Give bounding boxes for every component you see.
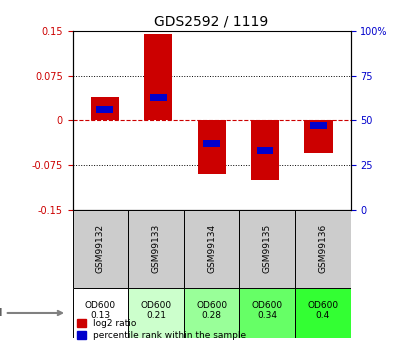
Text: growth protocol: growth protocol (0, 308, 62, 318)
Bar (197, 120, 226, 174)
FancyBboxPatch shape (239, 288, 295, 338)
FancyBboxPatch shape (128, 210, 184, 288)
FancyBboxPatch shape (73, 210, 128, 288)
Text: GSM99136: GSM99136 (318, 224, 327, 273)
Text: GSM99135: GSM99135 (263, 224, 272, 273)
Bar (251, 120, 279, 180)
Text: GSM99133: GSM99133 (152, 224, 160, 273)
Bar (305, 120, 332, 153)
Bar (91, 97, 118, 120)
Title: GDS2592 / 1119: GDS2592 / 1119 (154, 14, 269, 29)
Text: GSM99132: GSM99132 (96, 224, 105, 273)
FancyBboxPatch shape (73, 288, 128, 338)
FancyBboxPatch shape (295, 288, 351, 338)
FancyBboxPatch shape (184, 210, 239, 288)
Bar (203, 140, 220, 147)
Bar (150, 93, 166, 101)
FancyBboxPatch shape (239, 210, 295, 288)
Bar (96, 106, 113, 113)
Text: GSM99134: GSM99134 (207, 224, 216, 273)
Text: OD600
0.21: OD600 0.21 (140, 301, 172, 320)
FancyBboxPatch shape (184, 288, 239, 338)
Text: OD600
0.34: OD600 0.34 (251, 301, 283, 320)
FancyBboxPatch shape (295, 210, 351, 288)
Bar (144, 34, 172, 120)
Bar (257, 147, 274, 154)
FancyBboxPatch shape (128, 288, 184, 338)
Text: OD600
0.4: OD600 0.4 (307, 301, 339, 320)
Text: OD600
0.13: OD600 0.13 (85, 301, 116, 320)
Legend: log2 ratio, percentile rank within the sample: log2 ratio, percentile rank within the s… (77, 319, 246, 340)
Bar (310, 122, 327, 129)
Text: OD600
0.28: OD600 0.28 (196, 301, 227, 320)
